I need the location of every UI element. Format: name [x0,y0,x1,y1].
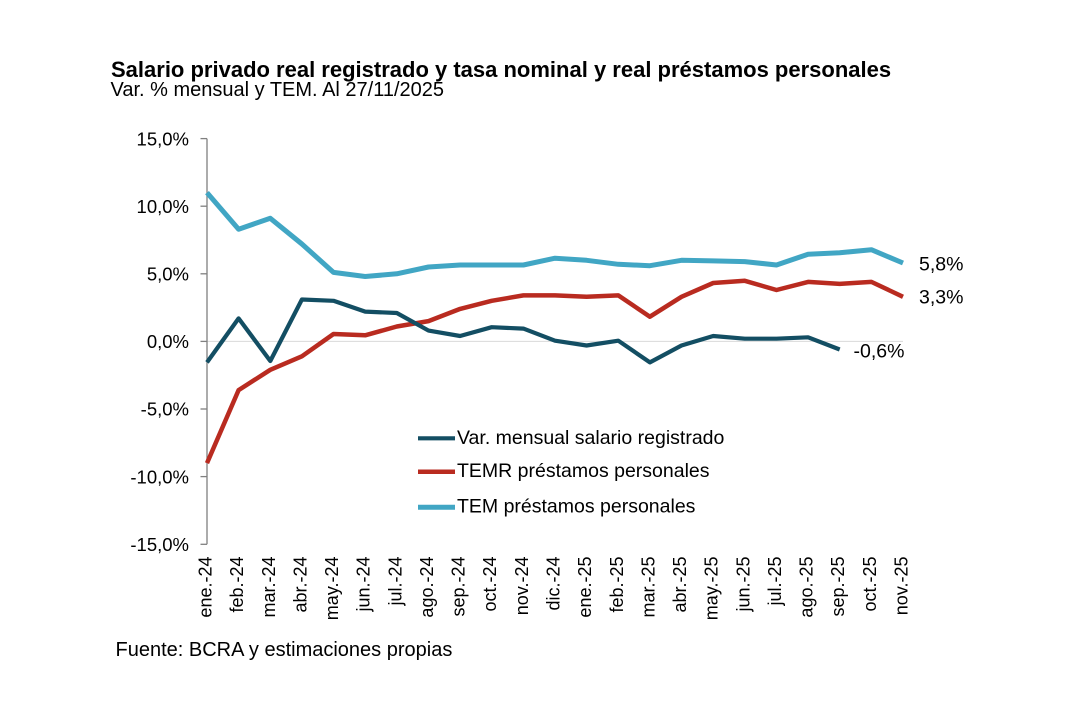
svg-text:Var. % mensual y TEM. Al 27/11: Var. % mensual y TEM. Al 27/11/2025 [111,79,445,101]
svg-text:-10,0%: -10,0% [130,466,189,487]
svg-text:-5,0%: -5,0% [141,399,189,420]
svg-text:nov.-24: nov.-24 [512,557,532,616]
svg-text:Fuente: BCRA y estimaciones pr: Fuente: BCRA y estimaciones propias [116,639,453,661]
svg-text:-15,0%: -15,0% [130,534,189,555]
svg-text:5,0%: 5,0% [147,264,189,285]
svg-text:-0,6%: -0,6% [854,341,905,363]
svg-text:Var. mensual salario registrad: Var. mensual salario registrado [457,427,725,449]
svg-text:oct.-25: oct.-25 [860,557,880,612]
svg-text:nov.-25: nov.-25 [892,557,912,616]
svg-text:may.-24: may.-24 [322,557,342,621]
svg-text:jul.-24: jul.-24 [385,557,405,607]
svg-text:ene.-25: ene.-25 [575,557,595,618]
svg-text:15,0%: 15,0% [137,128,189,149]
svg-text:jun.-24: jun.-24 [354,557,374,613]
svg-text:mar.-24: mar.-24 [259,557,279,618]
svg-text:5,8%: 5,8% [919,253,963,275]
svg-text:ago.-25: ago.-25 [797,557,817,618]
svg-text:3,3%: 3,3% [919,286,963,308]
svg-text:TEM préstamos personales: TEM préstamos personales [457,496,696,518]
svg-text:may.-25: may.-25 [702,557,722,621]
svg-text:TEMR préstamos personales: TEMR préstamos personales [457,460,710,482]
svg-text:sep.-24: sep.-24 [449,557,469,617]
svg-text:feb.-25: feb.-25 [607,557,627,613]
svg-text:ene.-24: ene.-24 [196,557,216,618]
svg-text:0,0%: 0,0% [147,331,189,352]
svg-text:jun.-25: jun.-25 [733,557,753,613]
svg-text:ago.-24: ago.-24 [417,557,437,618]
svg-text:jul.-25: jul.-25 [765,557,785,607]
svg-text:abr.-24: abr.-24 [290,557,310,613]
svg-text:mar.-25: mar.-25 [638,557,658,618]
svg-text:abr.-25: abr.-25 [670,557,690,613]
svg-text:feb.-24: feb.-24 [227,557,247,613]
svg-text:dic.-24: dic.-24 [544,557,564,611]
svg-text:Salario privado real registrad: Salario privado real registrado y tasa n… [111,57,891,82]
svg-text:10,0%: 10,0% [137,196,189,217]
svg-text:oct.-24: oct.-24 [480,557,500,612]
svg-text:sep.-25: sep.-25 [828,557,848,617]
